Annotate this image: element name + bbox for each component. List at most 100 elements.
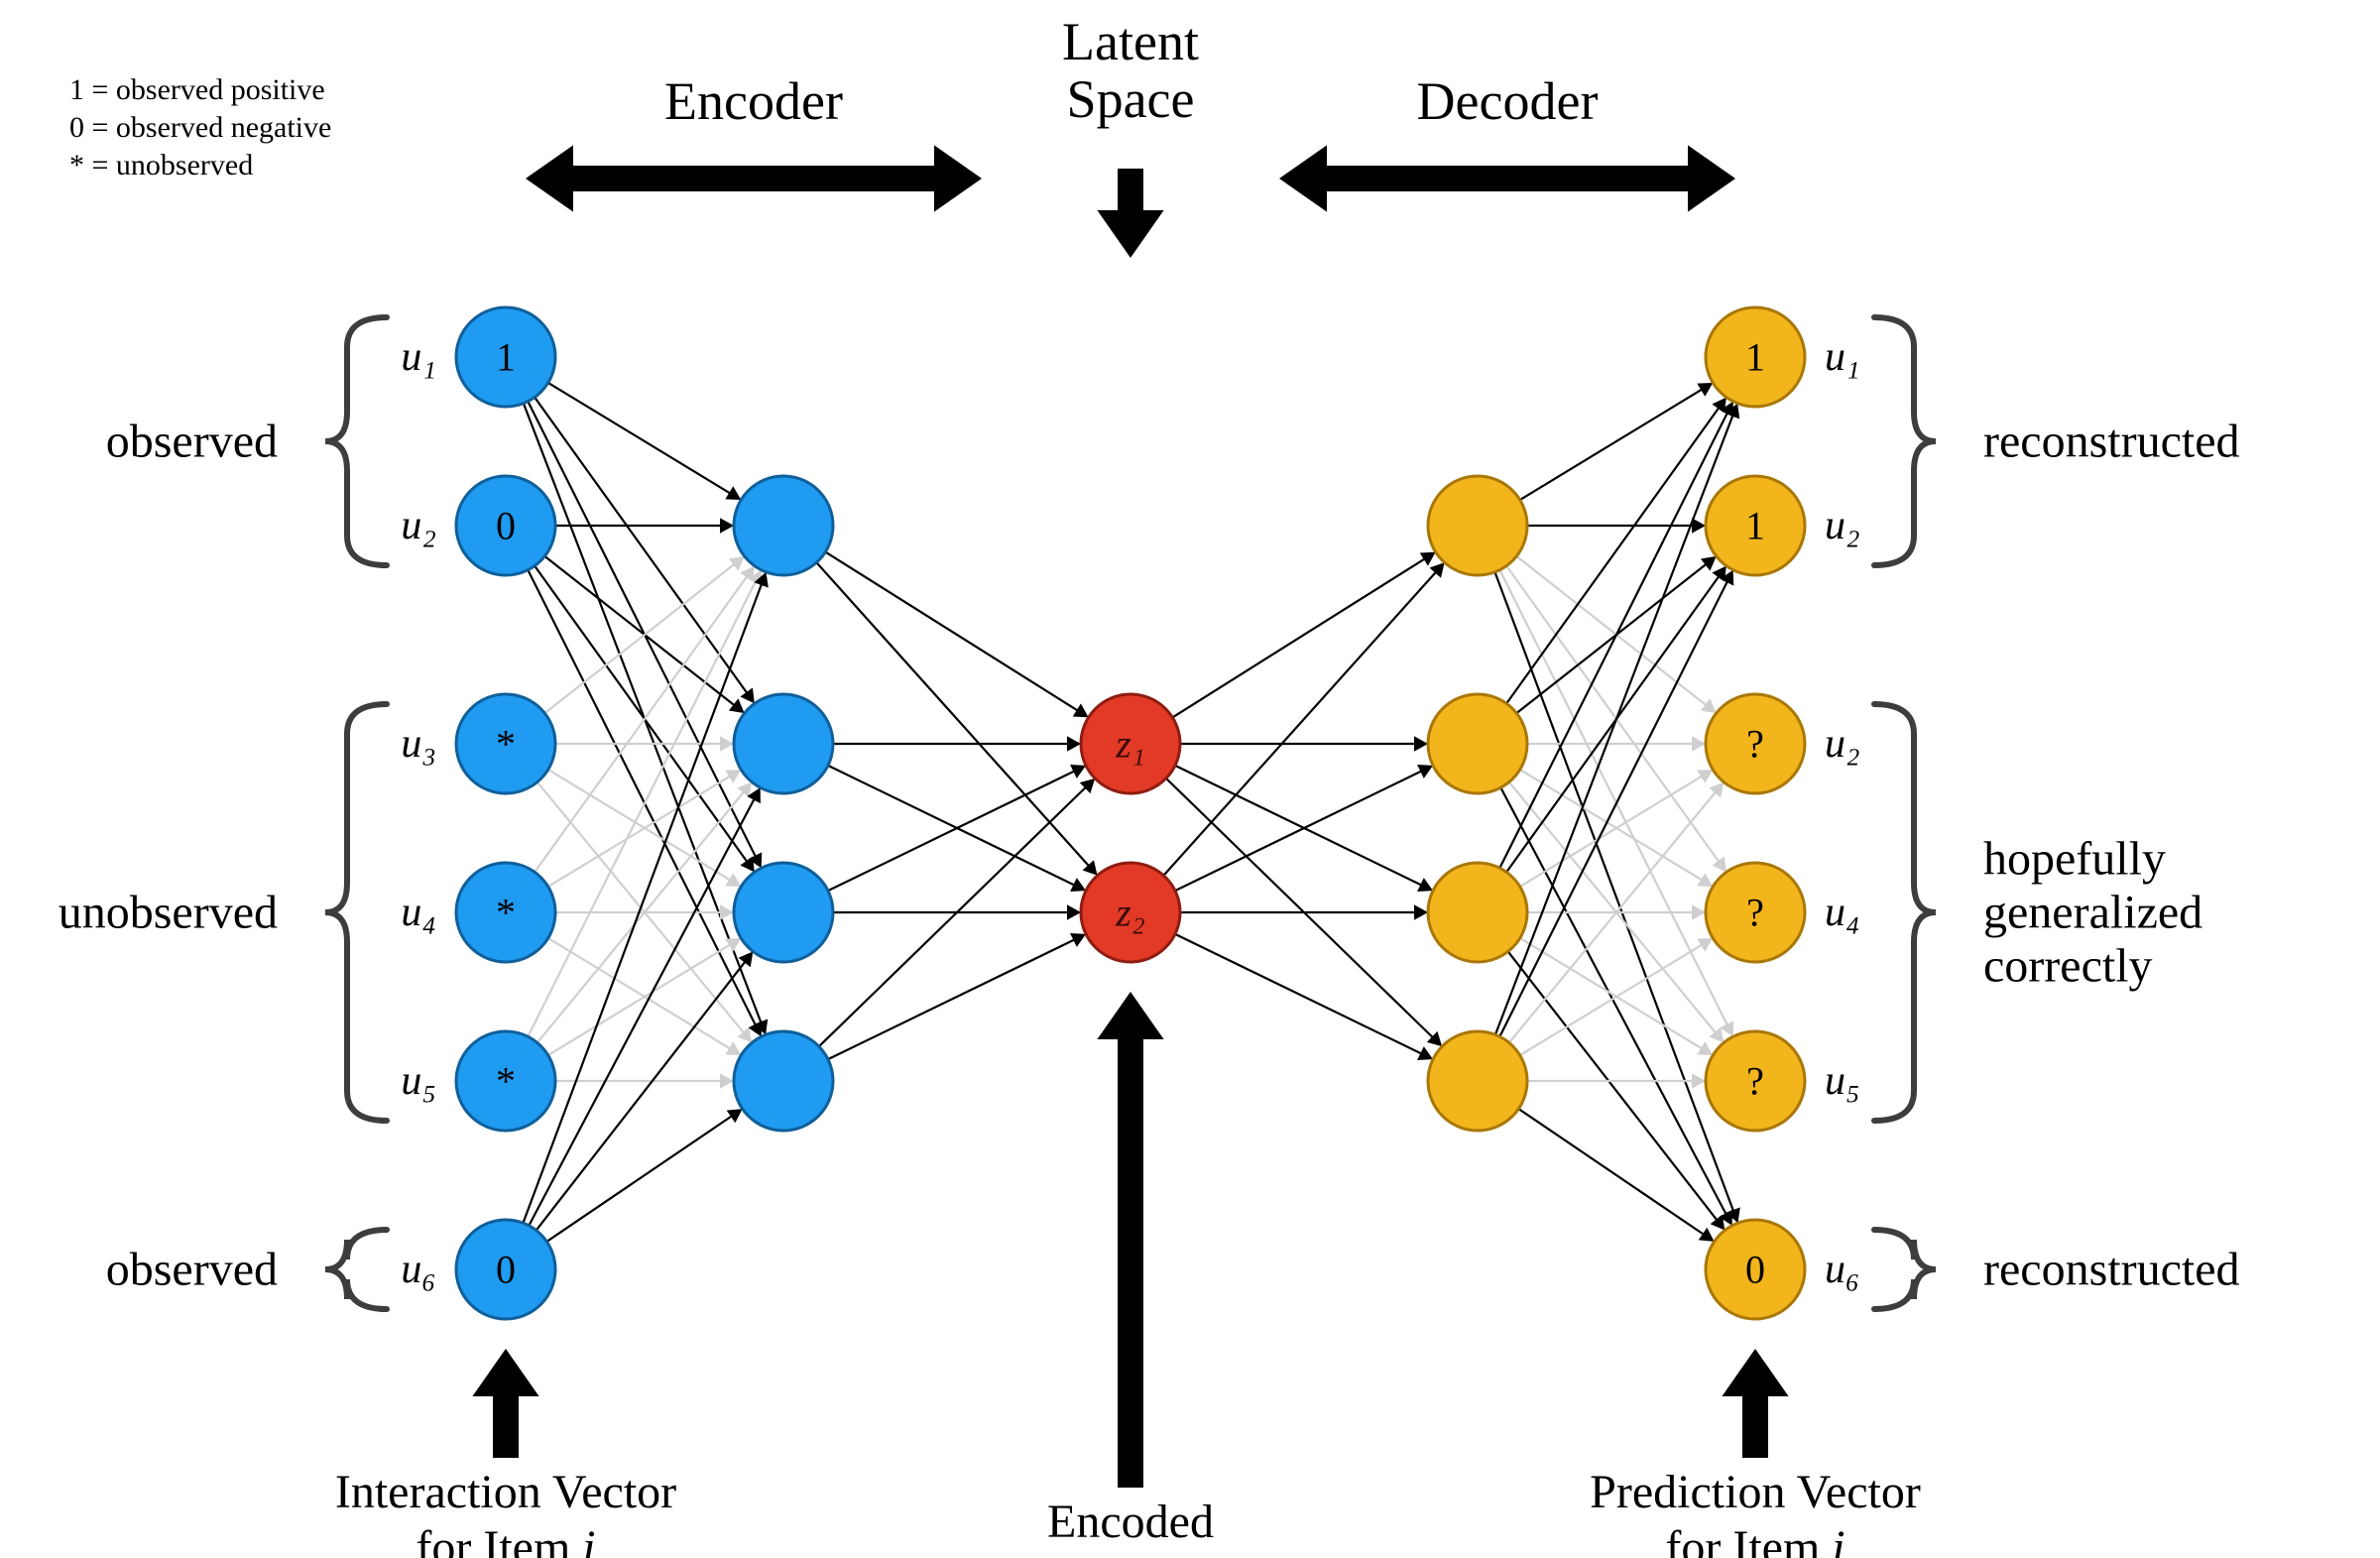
- svg-text:?: ?: [1746, 891, 1764, 935]
- input-node: *: [456, 694, 555, 793]
- legend-line: 1 = observed positive: [69, 73, 325, 106]
- output-node: 0: [1706, 1220, 1805, 1319]
- edge-latent-hidden: [1172, 552, 1435, 718]
- encoder-hidden-node: [734, 694, 833, 793]
- edge-hidden-output: [1499, 402, 1733, 869]
- svg-text:z₁: z₁: [1115, 722, 1144, 767]
- brace-reconstructed-bottom: [1874, 1230, 1936, 1309]
- edge-hidden-output: [1500, 787, 1732, 1226]
- edge-input-hidden: [555, 518, 734, 533]
- output-node: ?: [1706, 863, 1805, 962]
- label-input-vector: for Item i: [416, 1521, 595, 1558]
- output-node: ?: [1706, 694, 1805, 793]
- encoder-span-arrow: [526, 145, 982, 211]
- svg-text:0: 0: [1745, 1248, 1765, 1292]
- encoder-hidden-node: [734, 863, 833, 962]
- label-observed-bottom: observed: [106, 1244, 278, 1296]
- latent-title: Space: [1067, 69, 1195, 129]
- decoder-hidden-node: [1428, 694, 1527, 793]
- encoder-hidden-node: [734, 476, 833, 575]
- input-u-label: u₁: [401, 334, 436, 380]
- svg-text:1: 1: [1745, 504, 1765, 548]
- edge-input-hidden: [548, 383, 742, 500]
- label-unobserved: unobserved: [59, 887, 278, 939]
- latent-down-arrow: [1097, 169, 1163, 258]
- autoencoder-diagram: 1u₁0u₂*u₃*u₄*u₅0u₆z₁z₂1u₁1u₂?u₂?u₄?u₅0u₆…: [0, 0, 2380, 1558]
- input-node: 0: [456, 1220, 555, 1319]
- label-input-vector: Interaction Vector: [335, 1466, 676, 1518]
- label-reconstructed-top: reconstructed: [1983, 416, 2240, 468]
- label-output-vector: for Item i: [1665, 1521, 1844, 1558]
- edge-latent-hidden: [1180, 904, 1428, 919]
- svg-text:1: 1: [1745, 335, 1765, 380]
- legend-line: 0 = observed negative: [69, 111, 331, 144]
- latent-title: Latent: [1062, 12, 1199, 71]
- output-vector-arrow: [1722, 1349, 1788, 1458]
- edge-hidden-output: [1506, 398, 1726, 704]
- label-generalized: hopefully: [1983, 833, 2166, 886]
- input-u-label: u₄: [401, 890, 436, 935]
- brace-unobserved: [325, 704, 387, 1121]
- svg-text:0: 0: [496, 1248, 516, 1292]
- brace-generalized: [1874, 704, 1936, 1121]
- brace-observed-top: [325, 317, 387, 565]
- decoder-span-arrow: [1279, 145, 1735, 211]
- decoder-hidden-node: [1428, 1031, 1527, 1131]
- edge-input-hidden: [555, 736, 734, 751]
- input-node: *: [456, 1031, 555, 1131]
- input-node: *: [456, 863, 555, 962]
- edge-input-hidden: [523, 572, 768, 1223]
- input-u-label: u₅: [401, 1058, 436, 1104]
- latent-node: z₁: [1081, 694, 1180, 793]
- edge-hidden-latent: [833, 736, 1081, 751]
- label-latent-vector: Interaction Vector: [960, 1551, 1301, 1558]
- latent-vector-arrow: [1097, 992, 1163, 1488]
- input-u-label: u₆: [401, 1247, 436, 1292]
- brace-reconstructed-top: [1874, 317, 1936, 565]
- svg-text:*: *: [496, 1059, 516, 1104]
- output-node: 1: [1706, 307, 1805, 407]
- edge-input-hidden: [535, 398, 755, 704]
- decoder-title: Decoder: [1417, 71, 1599, 131]
- output-u-label: u₆: [1825, 1247, 1860, 1292]
- edge-hidden-output: [1527, 518, 1706, 533]
- edge-input-hidden: [536, 951, 754, 1230]
- output-u-label: u₂: [1825, 721, 1860, 767]
- svg-text:*: *: [496, 891, 516, 935]
- svg-text:*: *: [496, 722, 516, 767]
- legend-line: * = unobserved: [69, 149, 253, 181]
- input-u-label: u₂: [401, 503, 436, 548]
- edge-hidden-latent: [828, 933, 1086, 1059]
- svg-text:1: 1: [496, 335, 516, 380]
- input-node: 1: [456, 307, 555, 407]
- label-reconstructed-bottom: reconstructed: [1983, 1244, 2240, 1296]
- edge-latent-hidden: [1175, 934, 1433, 1060]
- output-u-label: u₅: [1825, 1058, 1860, 1104]
- brace-observed-bottom: [325, 1230, 387, 1309]
- edge-hidden-output: [1520, 383, 1714, 500]
- encoder-hidden-node: [734, 1031, 833, 1131]
- label-generalized: correctly: [1983, 940, 2153, 993]
- label-generalized: generalized: [1983, 887, 2202, 939]
- output-u-label: u₄: [1825, 890, 1860, 935]
- decoder-hidden-node: [1428, 476, 1527, 575]
- output-node: 1: [1706, 476, 1805, 575]
- svg-text:z₂: z₂: [1115, 891, 1144, 935]
- svg-text:0: 0: [496, 504, 516, 548]
- edge-hidden-output: [1527, 736, 1706, 751]
- label-observed-top: observed: [106, 416, 278, 468]
- edge-hidden-output: [1518, 1109, 1714, 1242]
- label-output-vector: Prediction Vector: [1590, 1466, 1921, 1518]
- edge-hidden-latent: [825, 552, 1088, 718]
- edge-hidden-output: [1527, 1073, 1706, 1088]
- input-u-label: u₃: [401, 721, 436, 767]
- edge-input-hidden: [529, 787, 761, 1226]
- svg-text:?: ?: [1746, 722, 1764, 767]
- output-node: ?: [1706, 1031, 1805, 1131]
- decoder-hidden-node: [1428, 863, 1527, 962]
- edge-input-hidden: [555, 1073, 734, 1088]
- input-node: 0: [456, 476, 555, 575]
- encoder-title: Encoder: [664, 71, 843, 131]
- edge-input-hidden: [546, 1109, 742, 1242]
- output-u-label: u₁: [1825, 334, 1860, 380]
